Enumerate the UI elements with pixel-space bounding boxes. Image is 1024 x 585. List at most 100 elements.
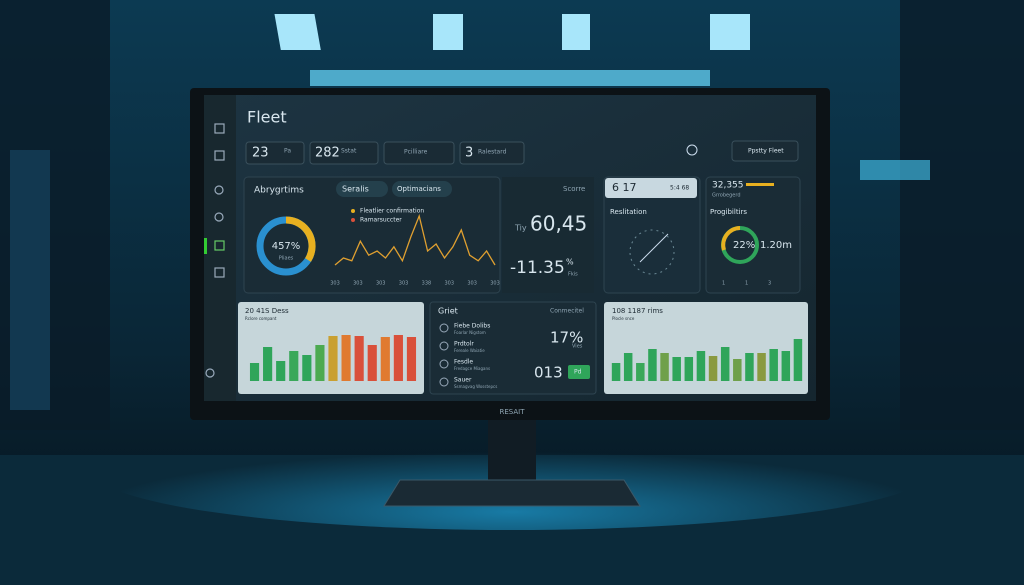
light-strip	[310, 70, 710, 86]
stat-value: 282	[315, 146, 340, 161]
dropdown[interactable]	[336, 181, 388, 197]
panel-title: 108 1187 rims	[612, 307, 663, 315]
button-label: Ppstty Fleet	[748, 148, 784, 155]
item-icon	[439, 359, 449, 369]
panel-title: Griet	[438, 307, 458, 316]
panel-sub: Rclore compant	[245, 316, 277, 321]
x-label: 303	[467, 281, 477, 287]
chip	[459, 141, 525, 165]
legend-entry: Ramarsuccter	[360, 217, 402, 224]
bar	[757, 353, 766, 381]
bar	[769, 349, 778, 381]
stat-label: Ralestard	[478, 149, 507, 156]
bar	[302, 355, 312, 381]
bar	[733, 359, 742, 381]
bar	[696, 351, 706, 381]
donut-label: 22%	[733, 240, 755, 251]
panel	[603, 176, 701, 294]
wall-light	[860, 160, 930, 180]
chip-label: Pd	[574, 369, 582, 376]
value-sub: Grrobegerd	[712, 193, 741, 199]
icon	[214, 240, 225, 251]
fleet-button[interactable]	[731, 140, 799, 162]
bar	[341, 335, 351, 381]
right-wall	[900, 0, 1024, 430]
app-title: Fleet	[247, 108, 287, 127]
ceiling-lights	[274, 14, 750, 86]
dropdown-label: Seralis	[342, 185, 369, 194]
light	[562, 14, 590, 50]
bar	[623, 353, 633, 381]
icon	[214, 185, 224, 195]
item-name: Fiebe Dolibs	[454, 323, 490, 330]
donut-arc	[721, 226, 741, 251]
panel-label: Scorre	[563, 185, 585, 193]
item-name: Sauer	[454, 377, 472, 384]
bar	[648, 349, 657, 381]
x-label: 303	[399, 281, 409, 287]
stat-label: Pa	[284, 148, 291, 155]
stat-value: 23	[252, 146, 269, 161]
active-marker	[204, 238, 207, 254]
x-label: 303	[445, 281, 455, 287]
progress	[746, 183, 774, 186]
bar	[393, 335, 403, 381]
chip	[309, 141, 379, 165]
bar	[276, 361, 286, 381]
axis-label: 1	[745, 281, 748, 287]
stat-label: Pcilliare	[404, 149, 428, 156]
bar	[354, 336, 364, 381]
panel-title: Progibiltirs	[710, 208, 747, 216]
bar	[380, 337, 390, 381]
monitor-neck	[488, 418, 536, 482]
percent-sub: Vies	[572, 344, 583, 350]
bar	[720, 347, 730, 381]
panel-sub: Plocle snce	[612, 316, 635, 321]
compass	[629, 229, 675, 275]
light	[710, 14, 750, 50]
item-sub: Ssmagvag Wosstepcs	[454, 384, 497, 389]
bar	[263, 347, 273, 381]
chip	[383, 141, 455, 165]
big-value: 60,45	[530, 212, 587, 236]
stat: 5:4 68	[670, 185, 689, 192]
legend-entry: Fleatlier confirmation	[360, 208, 424, 215]
donut-arc	[285, 216, 316, 262]
item-icon	[439, 341, 449, 351]
item-name: Fesdle	[454, 359, 473, 366]
axis-label: 1	[722, 281, 725, 287]
window	[10, 150, 50, 410]
bar	[745, 353, 754, 381]
change-value: -11.35	[510, 258, 565, 278]
chip-label: Optimacians	[397, 185, 441, 193]
item-icon	[439, 377, 449, 387]
x-label: 303	[376, 281, 386, 287]
item-sub: Foarlar Nigstom	[454, 330, 486, 335]
change-sub: Fkis	[568, 272, 578, 278]
search-icon[interactable]	[686, 144, 698, 156]
chip	[245, 141, 305, 165]
sidebar-icons	[205, 123, 225, 378]
item-sub: Fereale Waiatie	[454, 348, 485, 353]
bar	[289, 351, 299, 381]
percent: 17%	[550, 329, 583, 347]
bar	[406, 337, 417, 381]
bar	[249, 363, 260, 381]
bar	[672, 357, 681, 381]
line-series	[334, 213, 496, 266]
metric: 1.20m	[760, 240, 792, 251]
line-chart: 303 303 303 303 338 303 303 303	[330, 213, 500, 287]
stat-label: Sstat	[341, 148, 357, 155]
sidebar	[204, 95, 236, 401]
chip[interactable]	[392, 181, 452, 197]
panel	[429, 301, 597, 395]
icon	[214, 123, 225, 134]
stat-chips: 23 Pa 282 Sstat Pcilliare 3 Ralestard	[245, 141, 525, 165]
icon	[214, 212, 224, 222]
value-prefix: Tiy	[514, 224, 527, 233]
bar	[315, 345, 325, 381]
light	[274, 14, 321, 50]
panel-title: Reslitation	[610, 208, 647, 216]
